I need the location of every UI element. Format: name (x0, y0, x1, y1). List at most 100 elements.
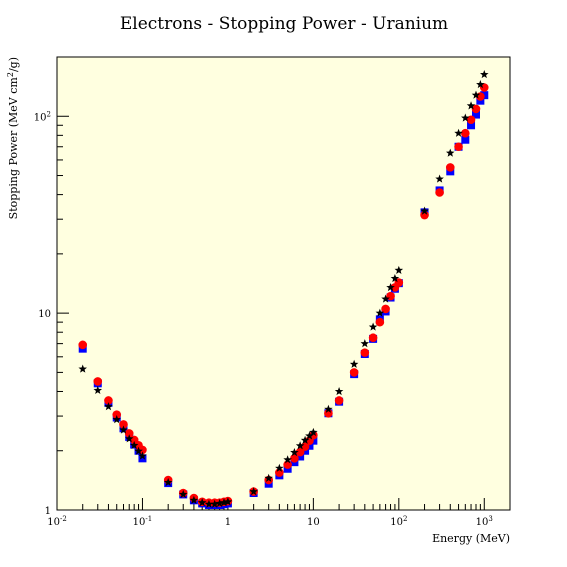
data-point-star (124, 434, 134, 443)
y-tick-label: 102 (34, 110, 51, 123)
data-point-star (445, 148, 455, 157)
data-point-square (461, 135, 470, 144)
x-tick-label-exponent: 3 (488, 515, 492, 523)
data-point-star (112, 415, 122, 424)
data-point-square (296, 452, 305, 461)
x-tick-label-base: 10 (47, 517, 60, 528)
x-tick-label: 10-1 (133, 515, 153, 528)
data-point-square (467, 121, 476, 130)
data-point-circle (93, 377, 103, 386)
data-point-square (305, 441, 314, 450)
data-point-star (466, 101, 476, 110)
data-point-star (163, 477, 173, 487)
x-tick-label: 103 (476, 515, 493, 528)
data-point-circle (420, 210, 429, 220)
data-point-star (138, 451, 147, 460)
data-point-star (210, 499, 219, 508)
data-point-circle (381, 304, 390, 314)
data-point-circle (454, 142, 463, 152)
y-tick-label-base: 10 (34, 112, 47, 123)
data-point-star (104, 402, 113, 411)
data-point-star (129, 440, 139, 449)
data-point-circle (368, 333, 378, 343)
data-point-star (375, 308, 385, 317)
data-point-star (223, 497, 233, 506)
x-tick-label-base: 1 (225, 517, 231, 528)
data-point-star (394, 265, 404, 274)
y-axis-label: Stopping Power (MeV cm2/g) (6, 57, 20, 219)
data-point-star (295, 441, 305, 450)
data-point-star (204, 499, 214, 508)
data-point-star (119, 425, 128, 434)
x-tick-label: 1 (225, 517, 231, 528)
x-axis-tick-labels: 10-2 10-1 1 10 102 103 (47, 515, 493, 528)
data-point-circle (349, 368, 359, 377)
data-point-star (454, 128, 463, 137)
x-tick-label-base: 10 (390, 517, 403, 528)
data-point-star (420, 206, 429, 215)
x-axis-label: Energy (MeV) (432, 532, 510, 545)
x-tick-label: 102 (390, 515, 407, 528)
y-tick-label-base: 10 (38, 309, 51, 320)
data-point-star (197, 498, 207, 507)
data-point-star (178, 489, 188, 499)
data-point-circle (104, 396, 113, 405)
data-point-circle (466, 115, 476, 125)
data-point-star (305, 431, 314, 440)
data-point-circle (375, 317, 385, 327)
x-tick-label: 10 (307, 517, 320, 528)
data-point-square (138, 454, 147, 463)
data-point-circle (461, 128, 470, 138)
data-point-circle (78, 340, 88, 350)
x-tick-label-exponent: -1 (145, 515, 152, 523)
data-point-star (290, 447, 299, 457)
data-point-circle (445, 163, 455, 172)
data-point-star (360, 339, 370, 348)
x-tick-label-base: 10 (476, 517, 489, 528)
data-point-star (309, 427, 318, 436)
data-point-circle (334, 396, 344, 405)
y-axis-label-superscript: 2 (6, 72, 15, 77)
data-markers (78, 69, 489, 510)
data-point-star (300, 435, 310, 444)
data-point-star (386, 282, 395, 292)
data-point-star (283, 455, 292, 464)
x-tick-label-base: 10 (133, 517, 146, 528)
data-point-star (324, 404, 333, 413)
y-axis-ticks (57, 56, 69, 511)
data-point-star (368, 322, 378, 331)
data-point-star (78, 364, 87, 373)
data-point-circle (360, 348, 370, 357)
x-tick-label-base: 10 (307, 517, 320, 528)
data-point-star (480, 69, 489, 79)
chart-title: Electrons - Stopping Power - Uranium (120, 14, 448, 34)
data-point-star (264, 473, 273, 482)
y-tick-label: 10 (38, 309, 51, 320)
data-point-star (476, 80, 485, 89)
x-axis-ticks (56, 498, 511, 510)
data-point-circle (435, 188, 444, 197)
data-point-circle (112, 410, 122, 419)
data-point-circle (295, 447, 305, 457)
data-point-star (189, 495, 199, 504)
data-point-star (275, 463, 284, 472)
x-tick-label: 10-2 (47, 515, 67, 528)
y-axis-label-main: Stopping Power (MeV cm (7, 77, 20, 220)
data-point-star (461, 113, 470, 122)
series-star (78, 69, 489, 508)
data-point-circle (124, 429, 134, 438)
data-point-square (471, 110, 480, 119)
data-point-circle (471, 104, 481, 114)
data-point-star (134, 446, 143, 455)
y-tick-label: 1 (45, 506, 51, 517)
data-point-star (215, 498, 224, 508)
plot-area (56, 56, 511, 511)
data-point-star (390, 273, 400, 283)
data-point-star (219, 498, 229, 507)
data-point-star (349, 359, 359, 368)
y-axis-label-end: /g) (7, 57, 20, 72)
y-tick-label-base: 1 (45, 506, 51, 517)
x-tick-label-exponent: 2 (403, 515, 407, 523)
